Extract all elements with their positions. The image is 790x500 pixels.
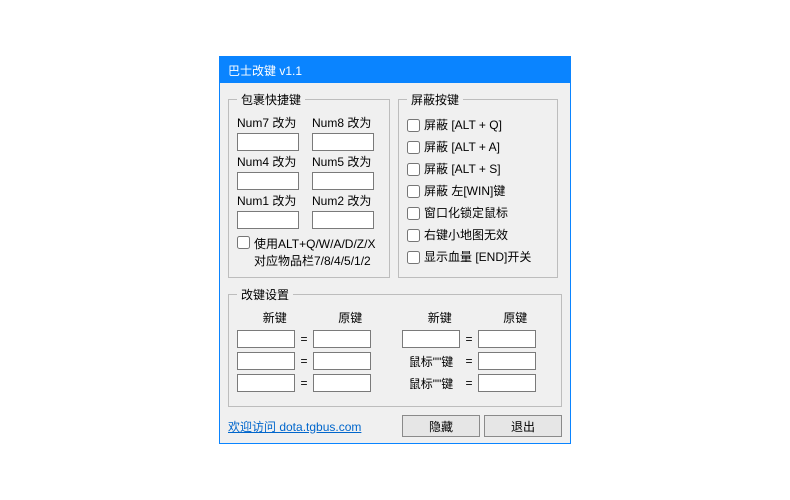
block-item-win[interactable]: 屏蔽 左[WIN]键 xyxy=(407,182,549,199)
pack-input-num7[interactable] xyxy=(237,133,299,151)
remap-l1-new[interactable] xyxy=(237,352,295,370)
block-label-alt-q: 屏蔽 [ALT + Q] xyxy=(424,116,502,133)
head-new-left: 新键 xyxy=(263,309,287,326)
eq-sign: = xyxy=(299,332,309,346)
alt-mapping-label: 使用ALT+Q/W/A/D/Z/X 对应物品栏7/8/4/5/1/2 xyxy=(254,235,375,269)
pack-label-num4: Num4 改为 xyxy=(237,153,306,170)
exit-button[interactable]: 退出 xyxy=(484,415,562,437)
alt-line2: 对应物品栏7/8/4/5/1/2 xyxy=(254,252,375,269)
remap-r0-new[interactable] xyxy=(402,330,460,348)
window-title: 巴士改键 v1.1 xyxy=(228,62,302,79)
checkbox-rmb-minimap[interactable] xyxy=(407,229,420,242)
block-label-lock-mouse: 窗口化锁定鼠标 xyxy=(424,204,508,221)
remap-l0-new[interactable] xyxy=(237,330,295,348)
checkbox-alt-mapping[interactable] xyxy=(237,236,250,249)
remap-l1-orig[interactable] xyxy=(313,352,371,370)
mouse-label-0: 鼠标""键 xyxy=(402,353,460,370)
mouse-label-1: 鼠标""键 xyxy=(402,375,460,392)
legend-remap: 改键设置 xyxy=(237,286,293,303)
block-label-rmb-minimap: 右键小地图无效 xyxy=(424,226,508,243)
pack-label-num1: Num1 改为 xyxy=(237,192,306,209)
checkbox-lock-mouse[interactable] xyxy=(407,207,420,220)
checkbox-block-win[interactable] xyxy=(407,185,420,198)
fieldset-pack-hotkeys: 包裹快捷键 Num7 改为 Num8 改为 Num4 改为 Num5 改为 Nu… xyxy=(228,91,390,278)
eq-sign: = xyxy=(299,376,309,390)
checkbox-block-alt-s[interactable] xyxy=(407,163,420,176)
head-orig-left: 原键 xyxy=(338,309,362,326)
eq-sign: = xyxy=(464,354,474,368)
pack-label-num8: Num8 改为 xyxy=(312,114,381,131)
remap-r0-orig[interactable] xyxy=(478,330,536,348)
remap-l0-orig[interactable] xyxy=(313,330,371,348)
pack-label-num5: Num5 改为 xyxy=(312,153,381,170)
block-label-win: 屏蔽 左[WIN]键 xyxy=(424,182,505,199)
app-window: 巴士改键 v1.1 包裹快捷键 Num7 改为 Num8 改为 Num4 改为 … xyxy=(219,56,571,444)
block-item-alt-a[interactable]: 屏蔽 [ALT + A] xyxy=(407,138,549,155)
block-item-rmb-minimap[interactable]: 右键小地图无效 xyxy=(407,226,549,243)
remap-mouse0-orig[interactable] xyxy=(478,352,536,370)
pack-input-num1[interactable] xyxy=(237,211,299,229)
fieldset-block-keys: 屏蔽按键 屏蔽 [ALT + Q] 屏蔽 [ALT + A] 屏蔽 [ALT +… xyxy=(398,91,558,278)
remap-l2-orig[interactable] xyxy=(313,374,371,392)
alt-line1: 使用ALT+Q/W/A/D/Z/X xyxy=(254,235,375,252)
eq-sign: = xyxy=(299,354,309,368)
block-item-lock-mouse[interactable]: 窗口化锁定鼠标 xyxy=(407,204,549,221)
remap-col-left: 新键 原键 = = = xyxy=(237,309,388,396)
checkbox-show-hp[interactable] xyxy=(407,251,420,264)
legend-pack: 包裹快捷键 xyxy=(237,91,305,108)
checkbox-block-alt-q[interactable] xyxy=(407,119,420,132)
pack-label-num2: Num2 改为 xyxy=(312,192,381,209)
block-item-show-hp[interactable]: 显示血量 [END]开关 xyxy=(407,248,549,265)
remap-col-right: 新键 原键 = 鼠标""键 = 鼠标""键 = xyxy=(402,309,553,396)
hide-button[interactable]: 隐藏 xyxy=(402,415,480,437)
remap-l2-new[interactable] xyxy=(237,374,295,392)
client-area: 包裹快捷键 Num7 改为 Num8 改为 Num4 改为 Num5 改为 Nu… xyxy=(220,83,570,443)
titlebar[interactable]: 巴士改键 v1.1 xyxy=(220,57,570,83)
fieldset-remap: 改键设置 新键 原键 = = = 新键 原键 = xyxy=(228,286,562,407)
pack-label-num7: Num7 改为 xyxy=(237,114,306,131)
block-label-alt-a: 屏蔽 [ALT + A] xyxy=(424,138,500,155)
head-orig-right: 原键 xyxy=(503,309,527,326)
welcome-link[interactable]: 欢迎访问 dota.tgbus.com xyxy=(228,418,402,435)
checkbox-block-alt-a[interactable] xyxy=(407,141,420,154)
eq-sign: = xyxy=(464,376,474,390)
block-label-show-hp: 显示血量 [END]开关 xyxy=(424,248,531,265)
pack-input-num5[interactable] xyxy=(312,172,374,190)
eq-sign: = xyxy=(464,332,474,346)
block-label-alt-s: 屏蔽 [ALT + S] xyxy=(424,160,501,177)
block-item-alt-s[interactable]: 屏蔽 [ALT + S] xyxy=(407,160,549,177)
block-item-alt-q[interactable]: 屏蔽 [ALT + Q] xyxy=(407,116,549,133)
remap-mouse1-orig[interactable] xyxy=(478,374,536,392)
pack-input-num2[interactable] xyxy=(312,211,374,229)
legend-block: 屏蔽按键 xyxy=(407,91,463,108)
pack-input-num8[interactable] xyxy=(312,133,374,151)
head-new-right: 新键 xyxy=(428,309,452,326)
pack-input-num4[interactable] xyxy=(237,172,299,190)
